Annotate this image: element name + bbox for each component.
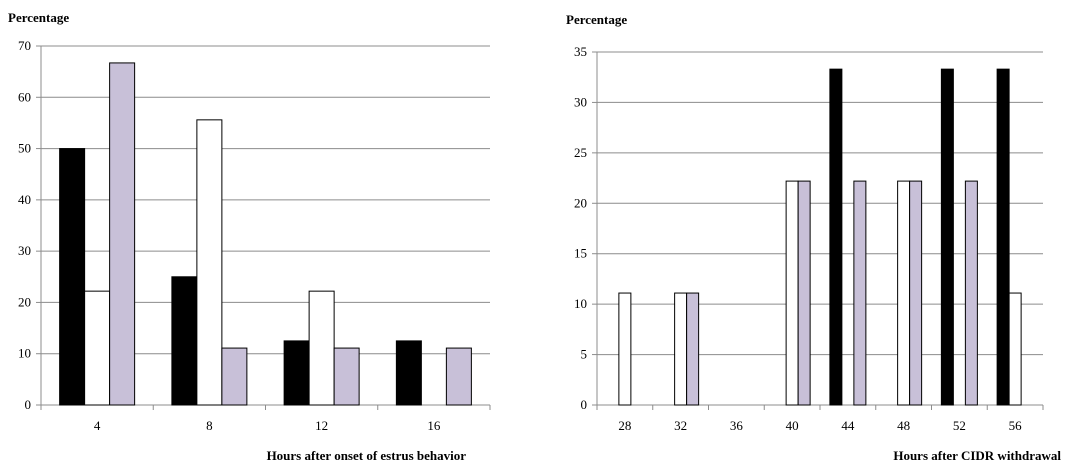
bar: [84, 290, 111, 406]
bar: [221, 347, 248, 406]
y-tick-label: 20: [18, 294, 31, 309]
chart-right: Percentage 0 5 10 15 20 25 30 35 28 32 36 40 44 48 52…: [566, 12, 1061, 463]
x-tick-label: 52: [953, 418, 966, 433]
x-tick-label: 56: [1009, 418, 1023, 433]
y-tick-label: 25: [574, 145, 587, 160]
bar: [618, 292, 632, 406]
bar: [853, 180, 867, 406]
bar: [897, 180, 911, 406]
left-xlabel: Hours after onset of estrus behavior: [267, 448, 467, 463]
bar: [674, 292, 688, 406]
bar: [909, 180, 923, 406]
y-tick-label: 50: [18, 141, 31, 156]
x-tick-label: 16: [427, 418, 441, 433]
y-tick-label: 0: [581, 397, 588, 412]
chart-left: Percentage 0 10 20 30 40 50 60 70 4 8 12 16 Hours …: [8, 10, 491, 463]
x-tick-label: 44: [841, 418, 855, 433]
y-tick-label: 70: [18, 38, 31, 53]
y-tick-label: 30: [18, 243, 31, 258]
x-tick-label: 4: [94, 418, 101, 433]
x-tick-label: 32: [674, 418, 687, 433]
y-tick-label: 0: [25, 397, 32, 412]
y-tick-label: 5: [581, 347, 588, 362]
bar: [797, 180, 811, 406]
bar: [940, 68, 954, 406]
bar: [445, 347, 472, 406]
x-tick-label: 48: [897, 418, 910, 433]
y-tick-label: 20: [574, 195, 587, 210]
bar: [196, 119, 223, 406]
bar: [171, 276, 198, 406]
left-ylabel: Percentage: [8, 10, 69, 25]
y-tick-label: 35: [574, 44, 587, 59]
bar: [308, 290, 335, 406]
bar: [333, 347, 360, 406]
bar: [59, 148, 86, 406]
bar: [829, 68, 843, 406]
bar: [1008, 292, 1022, 406]
bar: [964, 180, 978, 406]
bar: [686, 292, 700, 406]
x-tick-label: 40: [786, 418, 799, 433]
x-tick-label: 28: [618, 418, 631, 433]
y-tick-label: 30: [574, 94, 587, 109]
bar: [785, 180, 799, 406]
y-tick-label: 10: [18, 346, 31, 361]
bar: [283, 340, 310, 406]
right-ylabel: Percentage: [566, 12, 627, 27]
x-tick-label: 36: [730, 418, 744, 433]
x-tick-label: 8: [206, 418, 213, 433]
y-tick-label: 60: [18, 89, 31, 104]
bar: [109, 62, 136, 406]
bar: [395, 340, 422, 406]
y-tick-label: 15: [574, 246, 587, 261]
y-tick-label: 40: [18, 192, 31, 207]
x-tick-label: 12: [315, 418, 328, 433]
right-xlabel: Hours after CIDR withdrawal: [893, 448, 1061, 463]
bar: [996, 68, 1010, 406]
y-tick-label: 10: [574, 296, 587, 311]
